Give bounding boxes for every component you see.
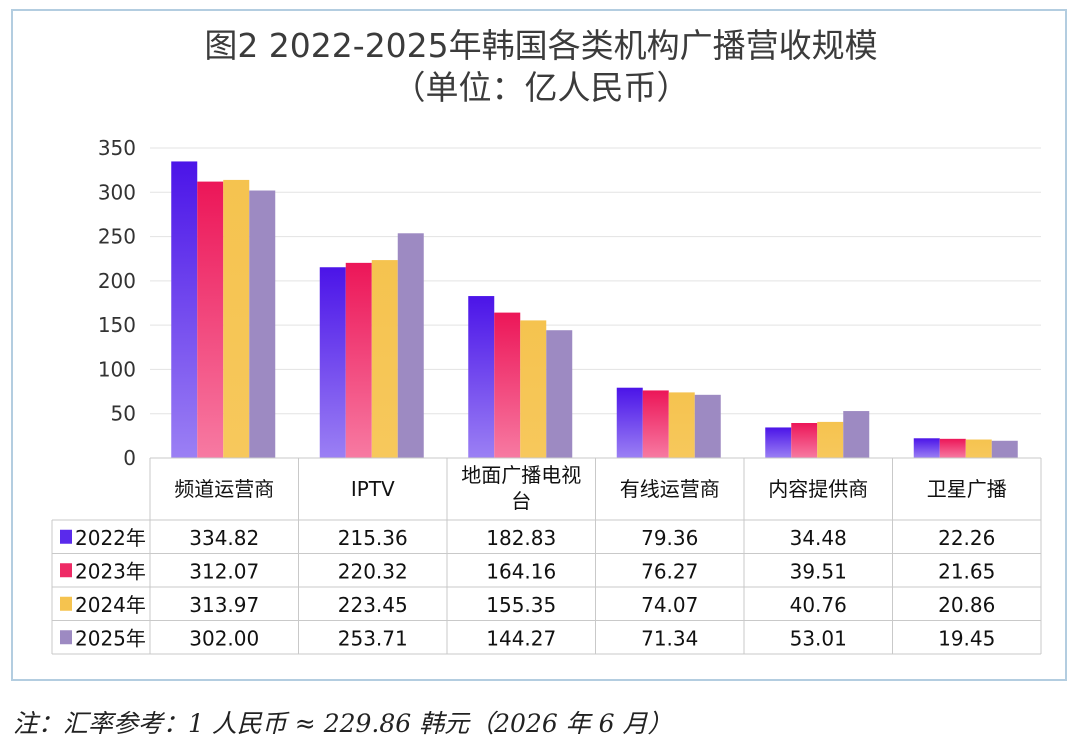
table-value: 40.76 [790, 593, 847, 617]
legend-swatch [60, 529, 72, 544]
y-tick-label: 250 [98, 225, 136, 249]
bar [494, 312, 521, 458]
table-value: 53.01 [790, 626, 847, 650]
bar [817, 421, 844, 458]
table-value: 334.82 [189, 526, 259, 550]
y-tick-label: 150 [98, 313, 136, 337]
chart-svg: 0 50 100 150 200 250 300 350 频道运营商 IPTV 地面广播电视台 有线… [51, 136, 1042, 655]
table-value: 223.45 [338, 593, 408, 617]
footnote: 注：汇率参考：1 人民币 ≈ 229.86 韩元（2026 年 6 月） [13, 709, 673, 738]
bar [319, 267, 346, 458]
table-value: 34.48 [790, 526, 847, 550]
legend-label: 2025年 [75, 626, 146, 650]
y-tick-label: 300 [98, 180, 136, 204]
table-value: 253.71 [338, 626, 408, 650]
chart-title-line1: 图2 2022-2025年韩国各类机构广播营收规模 [204, 26, 878, 65]
legend-swatch [60, 596, 72, 611]
y-axis-ticks: 0 50 100 150 200 250 300 350 [98, 136, 136, 470]
bar [843, 411, 870, 458]
bar [965, 439, 992, 458]
y-tick-label: 200 [98, 269, 136, 293]
table-value: 19.45 [938, 626, 995, 650]
legend-swatch [60, 630, 72, 645]
bar [939, 438, 966, 458]
table-value: 302.00 [189, 626, 259, 650]
bar [197, 181, 224, 458]
table-value: 20.86 [938, 593, 995, 617]
bar [345, 262, 372, 458]
table-value: 79.36 [641, 526, 698, 550]
table-value: 220.32 [338, 559, 408, 583]
bar [371, 260, 398, 458]
x-category-label: 频道运营商 [174, 477, 274, 501]
table-value: 39.51 [790, 559, 847, 583]
y-tick-label: 50 [111, 402, 136, 426]
legend-label: 2023年 [75, 559, 146, 583]
bar [913, 438, 940, 458]
table-value: 215.36 [338, 526, 408, 550]
bar [694, 394, 721, 458]
x-category-label: 卫星广播 [927, 477, 1007, 501]
bar [249, 190, 276, 458]
bar [668, 392, 695, 458]
table-value: 21.65 [938, 559, 995, 583]
x-category-label: 有线运营商 [620, 477, 720, 501]
table-value: 313.97 [189, 593, 259, 617]
legend-label: 2022年 [75, 526, 146, 550]
table-value: 164.16 [486, 559, 556, 583]
bar [223, 179, 250, 458]
table-value: 76.27 [641, 559, 698, 583]
bars [171, 161, 1018, 459]
x-category-label: IPTV [351, 477, 395, 501]
bar [642, 390, 669, 458]
x-category-label: 地面广播电视台 [461, 463, 581, 513]
y-tick-label: 0 [123, 446, 136, 470]
table-value: 155.35 [486, 593, 556, 617]
bar [520, 320, 547, 458]
x-category-label: 内容提供商 [768, 477, 868, 501]
bar [171, 161, 198, 459]
bar [468, 296, 495, 458]
bar [546, 330, 573, 458]
data-table: 频道运营商 IPTV 地面广播电视台 有线运营商 内容提供商 卫星广播 2022年 334.8… [51, 457, 1042, 655]
bar [791, 423, 818, 458]
table-value: 71.34 [641, 626, 698, 650]
chart-subtitle: （单位：亿人民币） [392, 68, 690, 107]
table-value: 182.83 [486, 526, 556, 550]
chart-title: 图2 2022-2025年韩国各类机构广播营收规模 （单位：亿人民币） [13, 25, 1069, 109]
table-value: 74.07 [641, 593, 698, 617]
legend-swatch [60, 563, 72, 578]
y-tick-label: 100 [98, 357, 136, 381]
table-value: 22.26 [938, 526, 995, 550]
bar [765, 427, 792, 458]
bar [616, 387, 643, 458]
grid-lines [150, 147, 1041, 459]
bar [397, 233, 424, 458]
bar [991, 440, 1018, 458]
legend-label: 2024年 [75, 593, 146, 617]
table-value: 312.07 [189, 559, 259, 583]
y-tick-label: 350 [98, 136, 136, 160]
table-value: 144.27 [486, 626, 556, 650]
